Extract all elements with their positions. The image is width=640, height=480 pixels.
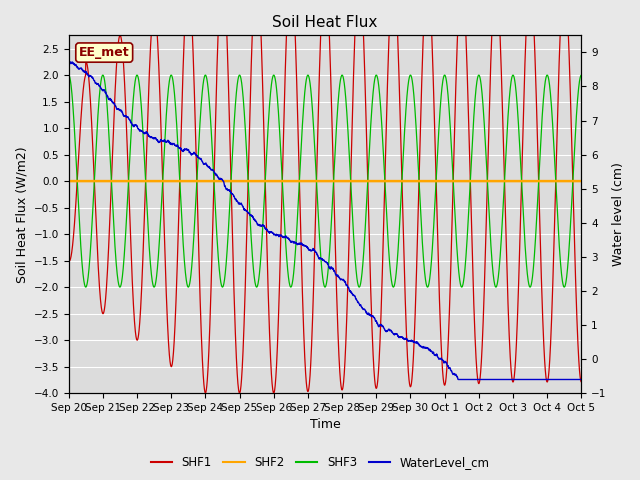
SHF1 xyxy=(577,379,585,385)
SHF2 xyxy=(261,178,269,184)
SHF2 xyxy=(124,178,131,184)
X-axis label: Time: Time xyxy=(310,419,340,432)
SHF3 xyxy=(124,201,131,207)
SHF2 xyxy=(284,178,291,184)
SHF2 xyxy=(65,178,72,184)
WaterLevel_cm xyxy=(124,114,131,120)
SHF1 xyxy=(568,134,575,140)
WaterLevel_cm xyxy=(65,59,73,65)
Line: SHF3: SHF3 xyxy=(68,75,581,287)
WaterLevel_cm xyxy=(568,377,575,383)
WaterLevel_cm xyxy=(454,377,462,383)
SHF2 xyxy=(512,178,520,184)
Title: Soil Heat Flux: Soil Heat Flux xyxy=(272,15,378,30)
Y-axis label: Water level (cm): Water level (cm) xyxy=(612,162,625,266)
WaterLevel_cm xyxy=(284,234,291,240)
SHF1 xyxy=(154,37,161,43)
SHF2 xyxy=(577,178,585,184)
SHF3 xyxy=(65,72,72,78)
SHF3 xyxy=(82,284,90,290)
SHF2 xyxy=(154,178,161,184)
SHF1 xyxy=(202,390,209,396)
SHF3 xyxy=(568,204,575,210)
Y-axis label: Soil Heat Flux (W/m2): Soil Heat Flux (W/m2) xyxy=(15,146,28,283)
Line: SHF1: SHF1 xyxy=(68,0,581,393)
WaterLevel_cm xyxy=(65,59,72,65)
SHF1 xyxy=(284,0,292,4)
WaterLevel_cm xyxy=(262,226,269,231)
SHF1 xyxy=(262,194,269,200)
Text: EE_met: EE_met xyxy=(79,46,129,59)
Legend: SHF1, SHF2, SHF3, WaterLevel_cm: SHF1, SHF2, SHF3, WaterLevel_cm xyxy=(146,452,494,474)
SHF3 xyxy=(284,267,291,273)
SHF3 xyxy=(262,174,269,180)
SHF3 xyxy=(154,262,161,267)
WaterLevel_cm xyxy=(154,138,161,144)
SHF1 xyxy=(65,258,72,264)
SHF1 xyxy=(124,141,131,147)
WaterLevel_cm xyxy=(513,377,520,383)
SHF1 xyxy=(513,341,520,347)
SHF3 xyxy=(577,72,585,78)
SHF3 xyxy=(513,90,520,96)
WaterLevel_cm xyxy=(577,377,585,383)
SHF2 xyxy=(568,178,575,184)
Line: WaterLevel_cm: WaterLevel_cm xyxy=(68,62,581,380)
